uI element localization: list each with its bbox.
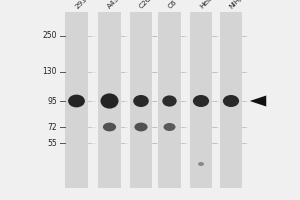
Ellipse shape xyxy=(100,93,118,109)
Text: C2C12: C2C12 xyxy=(138,0,159,10)
Ellipse shape xyxy=(134,123,148,131)
Ellipse shape xyxy=(68,95,85,107)
Bar xyxy=(190,12,212,188)
Bar xyxy=(130,12,152,188)
Text: 95: 95 xyxy=(47,97,57,106)
Ellipse shape xyxy=(162,95,177,107)
Ellipse shape xyxy=(193,95,209,107)
Text: 72: 72 xyxy=(47,122,57,132)
Ellipse shape xyxy=(133,95,149,107)
Ellipse shape xyxy=(164,123,175,131)
Text: A431: A431 xyxy=(107,0,124,10)
Bar xyxy=(158,12,181,188)
Text: 55: 55 xyxy=(47,138,57,148)
Bar xyxy=(220,12,242,188)
Text: 130: 130 xyxy=(42,68,57,76)
Ellipse shape xyxy=(103,123,116,131)
Ellipse shape xyxy=(198,162,204,166)
Text: 293T/17: 293T/17 xyxy=(74,0,99,10)
Polygon shape xyxy=(250,96,266,106)
Text: NIH/3T3: NIH/3T3 xyxy=(228,0,253,10)
Ellipse shape xyxy=(223,95,239,107)
Text: C6: C6 xyxy=(167,0,178,10)
Bar xyxy=(65,12,88,188)
Text: 250: 250 xyxy=(42,31,57,40)
Text: Hela: Hela xyxy=(198,0,214,10)
Bar xyxy=(98,12,121,188)
